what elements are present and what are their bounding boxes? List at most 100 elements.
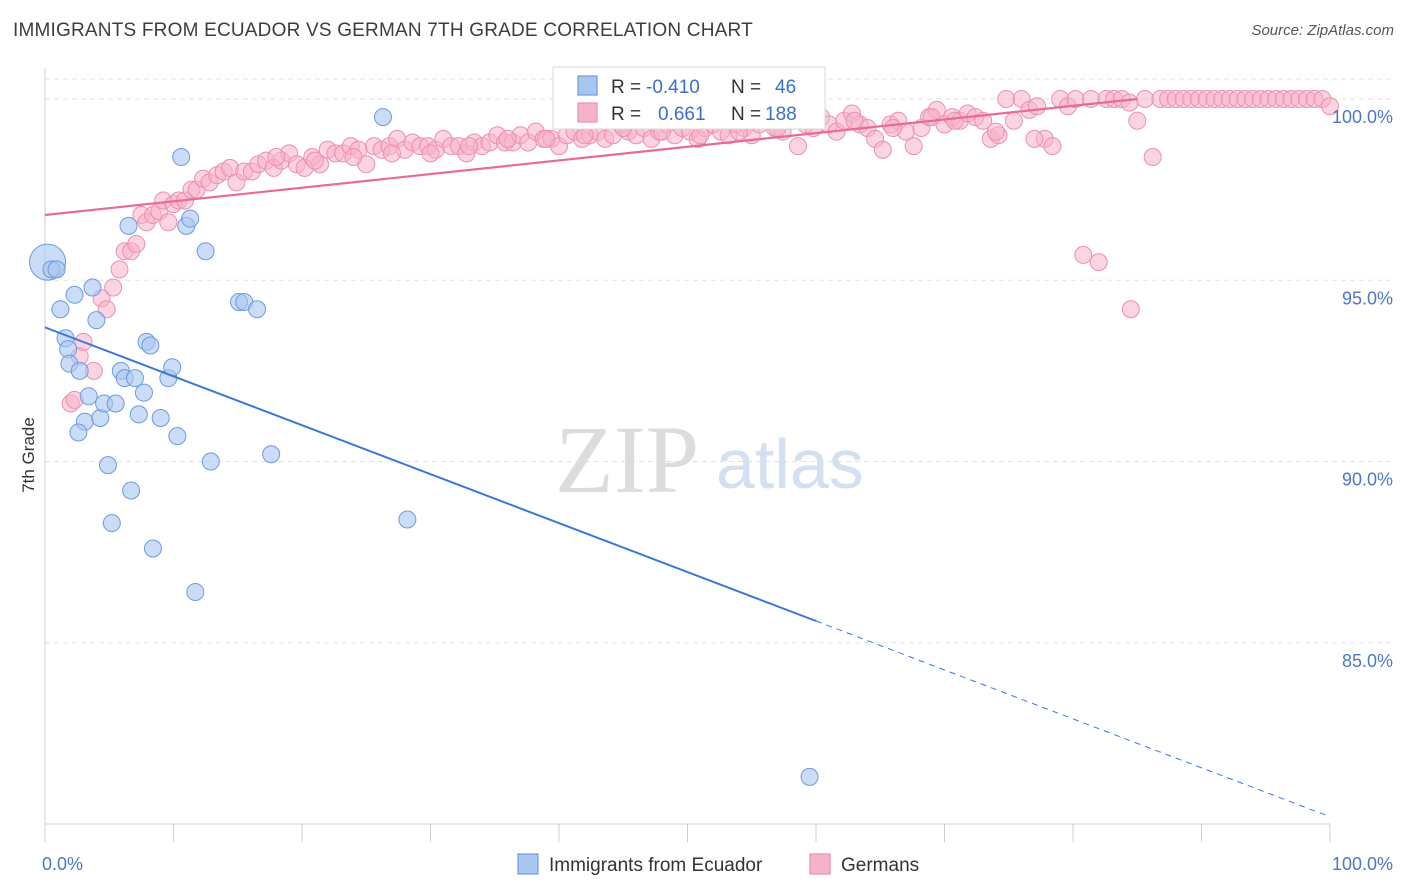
germans-point-170 [1321, 97, 1339, 116]
germans-point-146 [1135, 90, 1154, 108]
axes [44, 68, 1331, 842]
ecuador-point-41 [248, 300, 267, 319]
stats-r-label-pink: R = [611, 104, 641, 125]
germans-point-128 [997, 90, 1016, 108]
ecuador-point-23 [125, 369, 144, 388]
germans-point-174 [1025, 129, 1044, 148]
ecuador-point-38 [201, 452, 220, 471]
y-tick-label-3: 100.0% [1332, 107, 1393, 127]
y-tick-label-1: 90.0% [1342, 470, 1393, 490]
germans-point-176 [884, 119, 903, 137]
germans-point-147 [1143, 148, 1162, 166]
germans-point-190 [344, 148, 363, 166]
germans-point-132 [1028, 97, 1047, 116]
germans-point-171 [922, 108, 941, 127]
germans-point-7 [104, 278, 123, 297]
ecuador-point-7 [65, 285, 84, 304]
ecuador-point-43 [373, 108, 392, 127]
ecuador-point-28 [143, 539, 162, 558]
germans-trend-line [44, 97, 1138, 217]
germans-point-116 [904, 137, 923, 156]
x-tick-label-1: 100.0% [1332, 854, 1393, 874]
legend-label-germans: Germans [841, 855, 919, 876]
stats-n-label-pink: N = [731, 104, 761, 125]
ecuador-point-17 [102, 514, 121, 533]
germans-point-172 [945, 111, 964, 130]
germans-point-145 [1128, 111, 1147, 130]
watermark-zip: ZIP [555, 406, 699, 513]
ecuador-point-15 [69, 423, 88, 442]
germans-point-185 [537, 129, 556, 148]
ecuador-point-36 [186, 583, 205, 601]
stats-r-value-blue: -0.410 [646, 77, 700, 98]
x-tick-label-0: 0.0% [42, 854, 83, 874]
legend-swatch-germans [809, 853, 831, 875]
legend-swatch-ecuador [517, 853, 539, 875]
y-tick-labels: 85.0% 90.0% 95.0% 100.0% [1332, 107, 1393, 671]
ecuador-point-24 [129, 405, 148, 424]
stats-n-label-blue: N = [731, 77, 761, 98]
ecuador-point-10 [79, 387, 98, 406]
germans-point-8 [110, 260, 129, 279]
stats-n-value-blue: 46 [775, 77, 796, 98]
germans-point-177 [845, 111, 864, 130]
source-credit: Source: ZipAtlas.com [1251, 22, 1394, 39]
germans-point-189 [382, 144, 401, 163]
ecuador-point-42 [262, 445, 281, 464]
x-tick-labels: 0.0% 100.0% [42, 854, 1393, 874]
chart-title: IMMIGRANTS FROM ECUADOR VS GERMAN 7TH GR… [13, 20, 753, 41]
stats-r-value-pink: 0.661 [658, 104, 706, 125]
ecuador-point-11 [83, 278, 102, 297]
y-axis-title: 7th Grade [19, 417, 38, 493]
ecuador-point-45 [800, 767, 819, 786]
ecuador-point-33 [172, 148, 191, 166]
y-tick-label-2: 95.0% [1342, 288, 1393, 308]
ecuador-point-21 [119, 216, 138, 235]
y-tick-label-0: 85.0% [1342, 651, 1393, 671]
germans-point-191 [305, 151, 324, 170]
ecuador-point-35 [181, 209, 200, 228]
ecuador-point-3 [51, 300, 70, 319]
ecuador-points [29, 108, 819, 786]
legend: Immigrants from Ecuador Germans [517, 853, 919, 876]
watermark-atlas: atlas [716, 425, 864, 503]
germans-point-134 [1043, 137, 1062, 156]
ecuador-point-16 [98, 456, 117, 475]
stats-box: R = -0.410 N = 46 R = 0.661 N = 188 [552, 66, 826, 130]
stats-swatch-pink [577, 102, 598, 123]
ecuador-point-12 [87, 311, 106, 330]
stats-r-label-blue: R = [611, 77, 641, 98]
watermark: ZIP atlas [555, 406, 864, 513]
germans-point-129 [1004, 111, 1023, 130]
ecuador-point-2 [47, 260, 66, 279]
legend-label-ecuador: Immigrants from Ecuador [549, 855, 763, 876]
germans-points [61, 90, 1339, 413]
germans-point-112 [873, 140, 892, 159]
germans-point-17 [159, 213, 178, 232]
ecuador-trend-line [44, 326, 817, 622]
germans-point-144 [1120, 93, 1139, 112]
germans-point-11 [127, 235, 146, 253]
germans-point-188 [421, 144, 440, 163]
germans-point-173 [986, 122, 1005, 141]
germans-point-140 [1089, 253, 1108, 272]
stats-swatch-blue [577, 75, 598, 96]
stats-box-frame [552, 66, 826, 130]
ecuador-point-22 [122, 481, 141, 500]
ecuador-point-8 [70, 361, 89, 380]
ecuador-trend-extension [815, 620, 1331, 818]
ecuador-point-25 [134, 383, 153, 402]
germans-point-138 [1074, 245, 1093, 264]
germans-point-186 [498, 129, 517, 148]
ecuador-point-44 [398, 510, 417, 529]
ecuador-point-27 [141, 336, 160, 355]
ecuador-point-32 [168, 427, 187, 446]
ecuador-point-29 [151, 409, 170, 427]
trend-lines [44, 97, 1331, 818]
stats-n-value-pink: 188 [765, 104, 797, 125]
ecuador-point-37 [196, 242, 215, 261]
ecuador-point-18 [106, 394, 125, 413]
germans-point-192 [267, 148, 286, 166]
germans-point-101 [789, 137, 808, 156]
